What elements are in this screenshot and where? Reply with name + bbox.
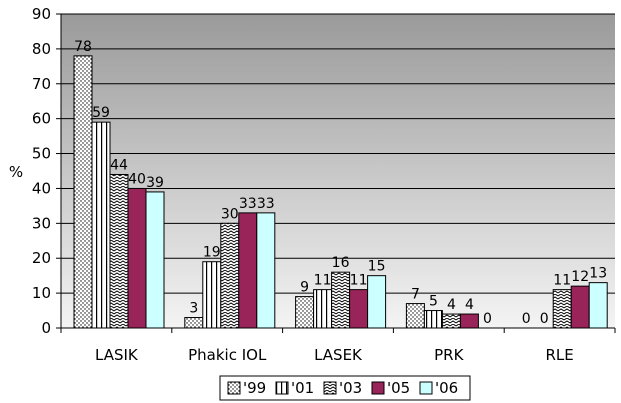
legend-swatch — [275, 381, 289, 395]
category-label: RLE — [545, 346, 573, 364]
bar — [202, 261, 222, 329]
data-label: 0 — [483, 311, 492, 327]
bar — [220, 222, 240, 329]
bar — [127, 187, 147, 329]
data-label: 7 — [411, 287, 420, 303]
bar — [552, 289, 572, 329]
data-label: 13 — [589, 266, 607, 282]
bar — [349, 289, 369, 329]
category-label: LASEK — [314, 346, 363, 364]
legend: '99 '01 '03 '05 '06 — [219, 375, 471, 401]
data-label: 4 — [447, 297, 456, 313]
bar — [331, 271, 351, 329]
bar — [238, 212, 258, 329]
legend-label: '99 — [243, 379, 266, 397]
bar — [256, 212, 276, 329]
data-label: 9 — [300, 280, 309, 296]
data-label: 3 — [189, 301, 198, 317]
legend-swatch — [227, 381, 241, 395]
y-tick-label: 30 — [32, 214, 51, 232]
y-tick-label: 10 — [32, 284, 51, 302]
data-label: 5 — [429, 294, 438, 310]
data-label: 11 — [553, 273, 571, 289]
legend-swatch — [323, 381, 337, 395]
y-tick-label: 40 — [32, 179, 51, 197]
legend-label: '06 — [435, 379, 458, 397]
y-tick-label: 0 — [41, 319, 51, 337]
data-label: 12 — [571, 269, 589, 285]
legend-label: '03 — [339, 379, 362, 397]
bar — [405, 303, 425, 329]
data-label: 40 — [128, 171, 146, 187]
data-label: 16 — [332, 255, 350, 271]
y-tick-label: 60 — [32, 110, 51, 128]
data-label: 59 — [92, 105, 110, 121]
y-tick-label: 70 — [32, 75, 51, 93]
category-label: Phakic IOL — [188, 346, 267, 364]
legend-swatch — [371, 381, 385, 395]
bar — [184, 317, 204, 329]
bar — [145, 191, 165, 329]
data-label: 0 — [540, 311, 549, 327]
data-label: 11 — [314, 273, 332, 289]
data-label: 19 — [203, 245, 221, 261]
y-tick-label: 50 — [32, 145, 51, 163]
bar — [423, 310, 443, 329]
data-label: 44 — [110, 157, 128, 173]
data-label: 78 — [74, 39, 92, 55]
bar — [295, 296, 315, 329]
legend-label: '01 — [291, 379, 314, 397]
y-tick-label: 20 — [32, 249, 51, 267]
bar — [91, 121, 111, 329]
category-label: LASIK — [95, 346, 139, 364]
bar — [73, 55, 93, 329]
bar — [459, 313, 479, 329]
y-axis-label: % — [9, 163, 23, 181]
data-label: 33 — [239, 196, 257, 212]
legend-label: '05 — [387, 379, 410, 397]
data-label: 33 — [257, 196, 275, 212]
data-label: 39 — [146, 175, 164, 191]
data-label: 4 — [465, 297, 474, 313]
data-label: 15 — [368, 259, 386, 275]
data-label: 11 — [350, 273, 368, 289]
bar — [109, 173, 129, 329]
bar — [313, 289, 333, 329]
bar — [367, 275, 387, 329]
bar — [441, 313, 461, 329]
y-tick-label: 90 — [32, 5, 51, 23]
bar — [570, 285, 590, 329]
y-tick-label: 80 — [32, 40, 51, 58]
bar — [588, 282, 608, 329]
data-label: 30 — [221, 206, 239, 222]
data-label: 0 — [522, 311, 531, 327]
category-label: PRK — [434, 346, 464, 364]
legend-swatch — [419, 381, 433, 395]
